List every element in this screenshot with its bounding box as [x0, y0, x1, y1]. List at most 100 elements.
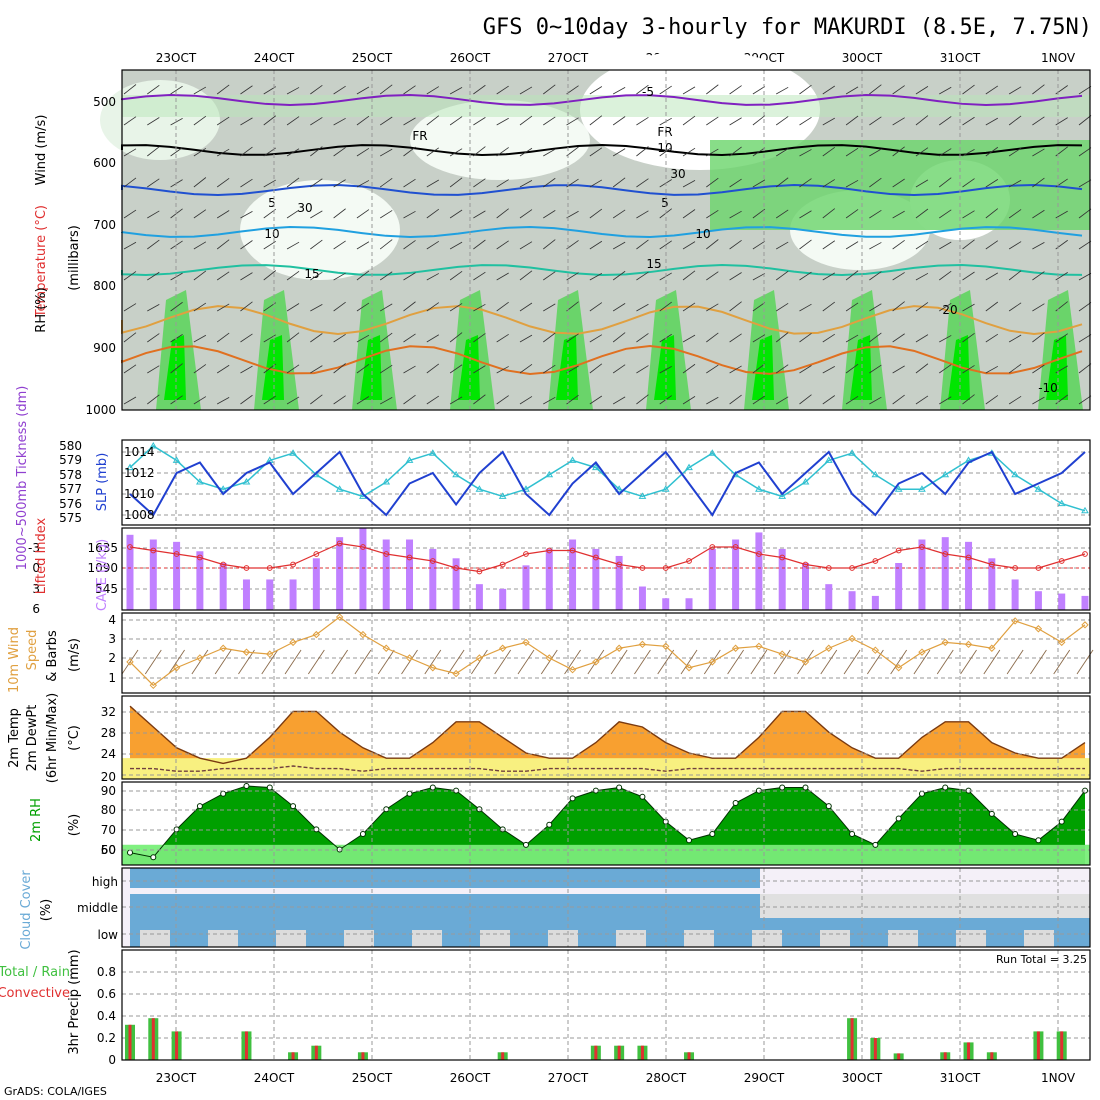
li-point: [965, 554, 972, 561]
wind-barb: [238, 649, 255, 675]
thickness-point: [126, 463, 134, 471]
thickness-point: [871, 470, 880, 478]
thickness-tick: 580: [59, 439, 82, 453]
isotherm-label: 15: [304, 267, 319, 281]
label-thickness: 1000~500mb Tickness (dm): [15, 386, 30, 571]
cape-li-panel: -3 0 3 6 1635 1090 545: [28, 527, 1091, 616]
wind-barb: [216, 84, 230, 95]
precip-tick: 0.6: [97, 987, 116, 1001]
wind-barb: [240, 117, 253, 126]
wind-barb: [286, 271, 300, 281]
wind-barb: [985, 301, 999, 312]
wind-barb: [1078, 179, 1092, 188]
precip-convective-bar: [151, 1018, 155, 1060]
wind-speed-point: [568, 665, 577, 674]
wind-barb: [1032, 242, 1045, 250]
label-millibars: (millibars): [67, 225, 82, 291]
wind-barb: [380, 148, 393, 157]
wind-barb: [799, 239, 812, 250]
rh2m-tick: 80: [101, 803, 116, 817]
thickness-tick: 577: [59, 482, 82, 496]
wind-barb: [636, 117, 649, 126]
wind-barb: [566, 146, 579, 157]
precip-tick: 0: [108, 1053, 116, 1067]
wind-barb: [869, 364, 882, 374]
li-point: [196, 554, 203, 561]
wind-barb: [193, 86, 207, 95]
rh2m-point: [383, 806, 390, 813]
isotherm-label: 15: [646, 257, 661, 271]
thickness-point: [778, 492, 787, 499]
wind-barb: [543, 177, 556, 188]
precip-convective-bar: [244, 1031, 248, 1060]
wind-barb: [983, 649, 1001, 675]
temp-tick: 20: [101, 770, 116, 784]
wind-barb: [612, 148, 626, 157]
tick-label: 700: [93, 218, 116, 232]
wind-barb: [449, 270, 463, 281]
wind-barb: [377, 649, 395, 675]
cape-bar: [895, 563, 903, 610]
wind-barb: [240, 240, 253, 250]
wind-barb: [566, 365, 579, 374]
cape-bar: [382, 539, 390, 610]
li-tick: 0: [32, 561, 40, 575]
wind-barb: [543, 116, 556, 126]
rh-light-area: [100, 80, 220, 160]
wind-barb: [822, 395, 836, 405]
li-point: [569, 547, 576, 554]
li-point: [523, 551, 529, 557]
cape-bar: [1058, 593, 1066, 610]
date-label: 1NOV: [1041, 51, 1076, 65]
wind-barb: [403, 365, 416, 374]
wind-barb: [333, 272, 346, 281]
wind-barb: [936, 649, 954, 675]
thickness-point: [219, 485, 228, 492]
thickness-point: [568, 456, 577, 463]
wind-barb: [123, 241, 137, 250]
wind-speed-point: [894, 664, 903, 672]
li-point: [406, 554, 413, 561]
li-point: [616, 561, 623, 568]
wind-barb: [543, 364, 556, 374]
wind-barb: [543, 239, 556, 250]
precip-convective-bar: [1060, 1031, 1064, 1060]
cape-bar: [755, 532, 763, 610]
wind-barb: [845, 115, 859, 126]
wind-barb: [890, 649, 908, 675]
li-point: [639, 565, 646, 571]
wind-barb: [1055, 210, 1068, 219]
label-lifted-index: Lifted Index: [34, 517, 49, 594]
wind-barb: [216, 332, 230, 343]
wind-barb: [403, 146, 416, 157]
rh2m-point: [942, 784, 949, 791]
precip-convective-bar: [1036, 1031, 1040, 1060]
wind-barb: [1078, 272, 1092, 281]
wind-barb: [473, 84, 486, 95]
wind-barb: [636, 178, 649, 188]
wind-barb: [543, 396, 556, 405]
precip-convective-bar: [594, 1045, 598, 1060]
wind-barb: [892, 272, 905, 281]
cloud-level-label: middle: [77, 901, 118, 915]
label-wind10-a: 10m Wind: [7, 627, 22, 693]
panel-frame: [121, 69, 1091, 411]
li-point: [756, 551, 762, 557]
slp-tick: 1008: [124, 508, 155, 522]
thickness-point: [195, 478, 204, 485]
wind-barb: [636, 146, 649, 157]
wind-barb: [566, 272, 579, 281]
rh2m-point: [173, 826, 180, 833]
wind-barb: [123, 148, 137, 157]
wind-barb: [333, 240, 346, 250]
wind10m-panel: 4 3 2 1: [108, 612, 1094, 694]
date-label: 30OCT: [842, 1071, 883, 1085]
wind-barb: [240, 272, 253, 281]
wind-barb: [543, 332, 556, 343]
wind-barb: [494, 649, 512, 675]
wind-barb: [962, 210, 975, 219]
wind-barb: [775, 116, 789, 126]
wind-barb: [799, 303, 812, 312]
